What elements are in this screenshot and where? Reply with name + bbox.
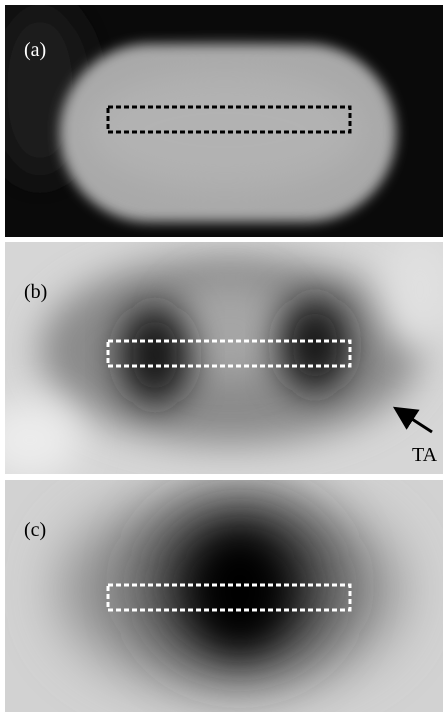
panel-c: (c) [5, 480, 443, 712]
annotation: TA [412, 444, 438, 466]
panel-label: (a) [24, 39, 46, 61]
panel-a: (a) [0, 0, 443, 237]
figure: (a) (b) TA (c) [0, 0, 448, 712]
panel-label: (b) [24, 281, 47, 303]
panel-label: (c) [24, 519, 46, 541]
panel-b: (b) TA [0, 230, 448, 480]
